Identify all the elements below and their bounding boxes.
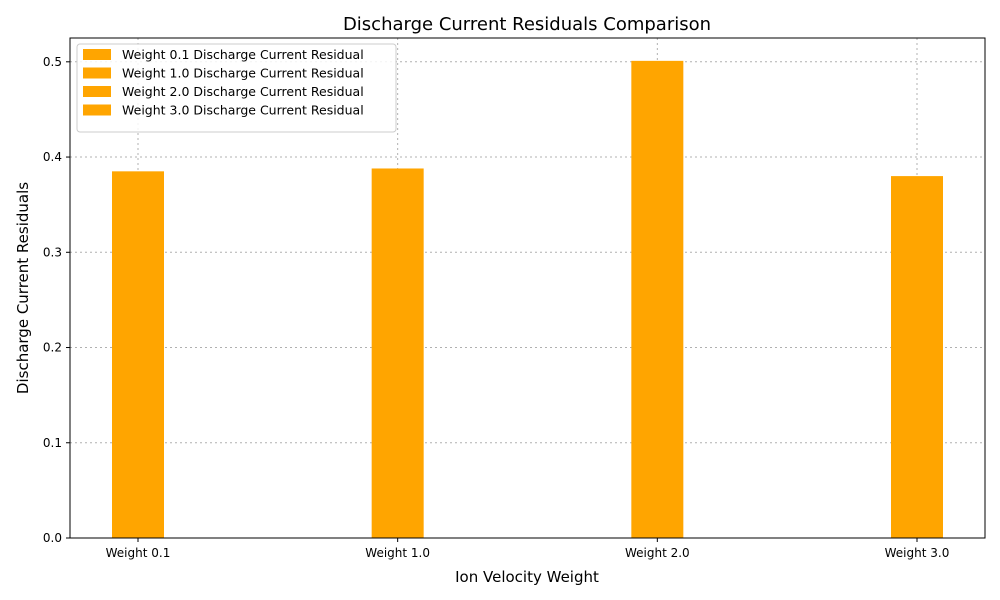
legend-swatch-1 (83, 49, 111, 60)
legend-label-2: Weight 1.0 Discharge Current Residual (122, 66, 364, 81)
plot-frame (69, 37, 986, 539)
legend: Weight 0.1 Discharge Current Residual Wei… (76, 43, 397, 133)
chart-title: Discharge Current Residuals Comparison (343, 14, 711, 35)
y-axis-title: Discharge Current Residuals (14, 182, 32, 394)
y-tick-label-4: 0.4 (43, 150, 62, 164)
legend-swatch-2 (83, 67, 111, 79)
x-tick-label-0: Weight 0.1 (106, 546, 171, 560)
x-tick-label-2: Weight 2.0 (625, 546, 690, 560)
legend-box (76, 43, 397, 133)
legend-entries: Weight 0.1 Discharge Current Residual Wei… (83, 47, 364, 118)
y-ticks: 0.0 0.1 0.2 0.3 0.4 0.5 (43, 55, 70, 545)
bar-3 (631, 60, 684, 538)
y-tick-label-1: 0.1 (43, 436, 62, 450)
bars-layer (112, 60, 943, 539)
y-tick-label-3: 0.3 (43, 245, 62, 259)
bar-1 (112, 171, 164, 539)
y-tick-label-0: 0.0 (43, 531, 62, 545)
y-tick-label-2: 0.2 (43, 341, 62, 355)
legend-swatch-3 (83, 86, 111, 97)
x-tick-label-1: Weight 1.0 (365, 546, 430, 560)
legend-label-1: Weight 0.1 Discharge Current Residual (122, 47, 364, 62)
bar-4 (891, 176, 943, 538)
x-ticks: Weight 0.1 Weight 1.0 Weight 2.0 Weight 3.0 (106, 538, 950, 560)
bar-2 (371, 168, 424, 538)
x-axis-title: Ion Velocity Weight (455, 568, 599, 586)
legend-label-3: Weight 2.0 Discharge Current Residual (122, 84, 364, 99)
legend-swatch-4 (83, 104, 111, 116)
x-tick-label-3: Weight 3.0 (885, 546, 950, 560)
y-tick-label-5: 0.5 (43, 55, 62, 69)
legend-label-4: Weight 3.0 Discharge Current Residual (122, 103, 364, 118)
